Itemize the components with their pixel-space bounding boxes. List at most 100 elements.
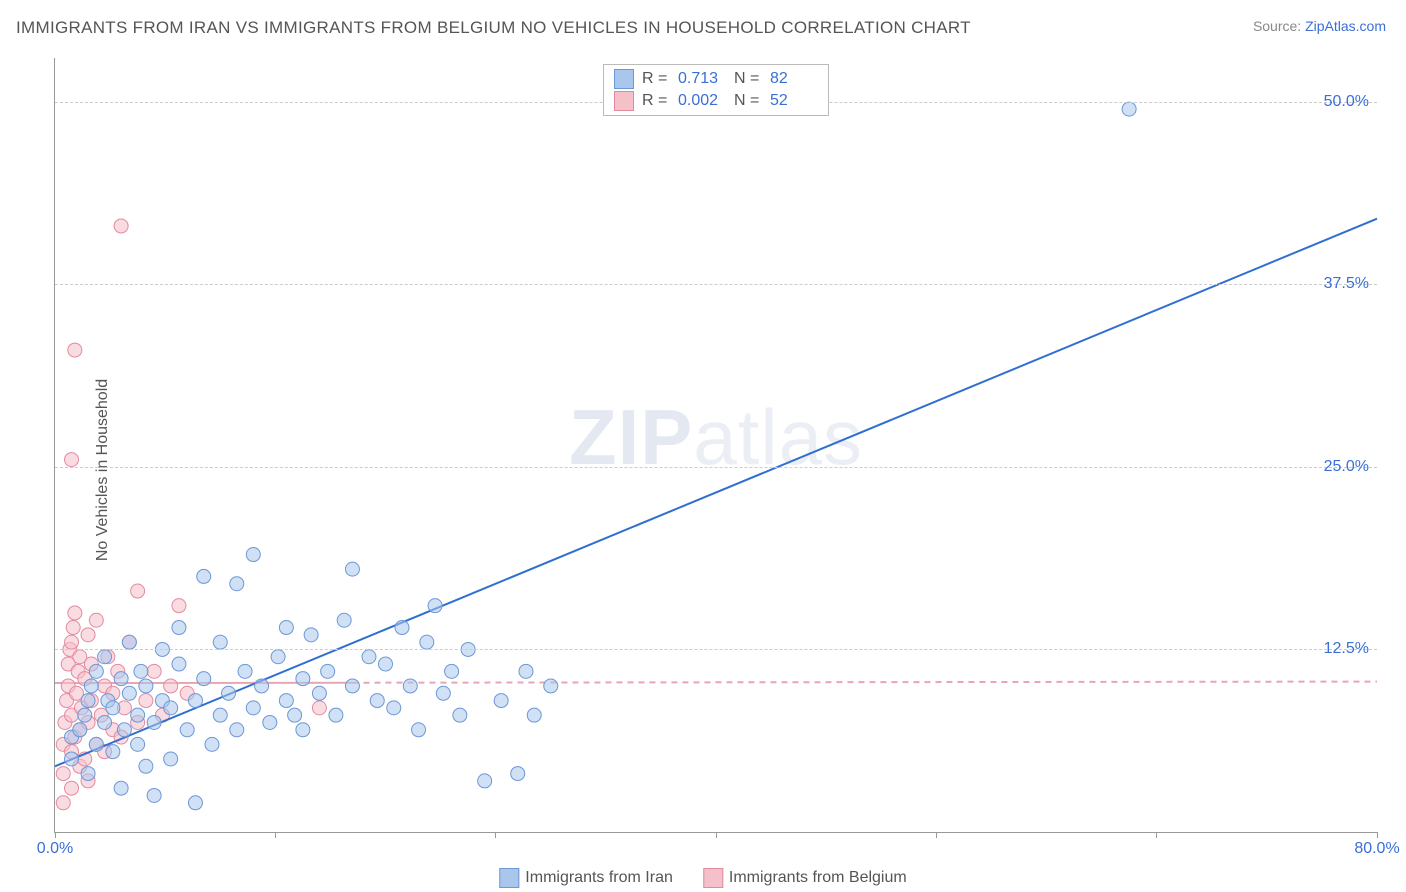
data-point xyxy=(122,686,136,700)
r-label: R = xyxy=(642,70,670,88)
data-point xyxy=(81,767,95,781)
n-label: N = xyxy=(734,92,762,110)
data-point xyxy=(1122,102,1136,116)
data-point xyxy=(147,664,161,678)
data-point xyxy=(329,708,343,722)
data-point xyxy=(122,635,136,649)
data-point xyxy=(68,343,82,357)
data-point xyxy=(395,621,409,635)
r-label: R = xyxy=(642,92,670,110)
legend-correlation: R = 0.713 N = 82 R = 0.002 N = 52 xyxy=(603,64,829,116)
data-point xyxy=(312,701,326,715)
data-point xyxy=(213,708,227,722)
data-point xyxy=(89,737,103,751)
data-point xyxy=(197,672,211,686)
n-label: N = xyxy=(734,70,762,88)
plot-svg xyxy=(55,58,1377,832)
data-point xyxy=(65,752,79,766)
data-point xyxy=(139,694,153,708)
x-tick xyxy=(495,832,496,838)
x-tick xyxy=(1377,832,1378,838)
data-point xyxy=(68,606,82,620)
data-point xyxy=(131,708,145,722)
y-tick-label: 25.0% xyxy=(1324,458,1369,476)
data-point xyxy=(81,694,95,708)
swatch-belgium xyxy=(614,91,634,111)
data-point xyxy=(453,708,467,722)
data-point xyxy=(230,577,244,591)
data-point xyxy=(238,664,252,678)
data-point xyxy=(321,664,335,678)
data-point xyxy=(271,650,285,664)
data-point xyxy=(197,569,211,583)
legend-item-iran: Immigrants from Iran xyxy=(499,868,673,888)
data-point xyxy=(172,621,186,635)
data-point xyxy=(478,774,492,788)
legend-label-iran: Immigrants from Iran xyxy=(525,869,673,887)
plot-area: ZIPatlas R = 0.713 N = 82 R = 0.002 N = … xyxy=(54,58,1377,833)
data-point xyxy=(89,664,103,678)
legend-row-iran: R = 0.713 N = 82 xyxy=(614,69,818,89)
gridline xyxy=(55,284,1377,285)
data-point xyxy=(304,628,318,642)
data-point xyxy=(544,679,558,693)
legend-row-belgium: R = 0.002 N = 52 xyxy=(614,91,818,111)
data-point xyxy=(78,708,92,722)
data-point xyxy=(205,737,219,751)
chart-title: IMMIGRANTS FROM IRAN VS IMMIGRANTS FROM … xyxy=(16,18,971,38)
data-point xyxy=(180,723,194,737)
data-point xyxy=(279,694,293,708)
gridline xyxy=(55,649,1377,650)
data-point xyxy=(89,613,103,627)
r-value-iran: 0.713 xyxy=(678,70,726,88)
data-point xyxy=(147,788,161,802)
data-point xyxy=(379,657,393,671)
x-tick-label-start: 0.0% xyxy=(37,840,73,858)
data-point xyxy=(84,679,98,693)
data-point xyxy=(436,686,450,700)
data-point xyxy=(81,628,95,642)
data-point xyxy=(255,679,269,693)
data-point xyxy=(164,752,178,766)
data-point xyxy=(370,694,384,708)
data-point xyxy=(213,635,227,649)
data-point xyxy=(337,613,351,627)
data-point xyxy=(56,796,70,810)
data-point xyxy=(222,686,236,700)
x-tick xyxy=(275,832,276,838)
data-point xyxy=(288,708,302,722)
legend-label-belgium: Immigrants from Belgium xyxy=(729,869,907,887)
x-tick xyxy=(55,832,56,838)
trend-line-dashed xyxy=(352,682,1377,683)
swatch-iran xyxy=(499,868,519,888)
legend-item-belgium: Immigrants from Belgium xyxy=(703,868,907,888)
data-point xyxy=(296,723,310,737)
data-point xyxy=(114,219,128,233)
r-value-belgium: 0.002 xyxy=(678,92,726,110)
data-point xyxy=(139,759,153,773)
data-point xyxy=(263,715,277,729)
x-tick xyxy=(1156,832,1157,838)
source-prefix: Source: xyxy=(1253,18,1305,34)
y-tick-label: 12.5% xyxy=(1324,640,1369,658)
data-point xyxy=(65,453,79,467)
data-point xyxy=(312,686,326,700)
y-tick-label: 37.5% xyxy=(1324,275,1369,293)
data-point xyxy=(345,679,359,693)
data-point xyxy=(164,701,178,715)
data-point xyxy=(66,621,80,635)
legend-series: Immigrants from Iran Immigrants from Bel… xyxy=(499,868,906,888)
data-point xyxy=(188,796,202,810)
gridline xyxy=(55,467,1377,468)
swatch-belgium xyxy=(703,868,723,888)
data-point xyxy=(445,664,459,678)
data-point xyxy=(172,657,186,671)
data-point xyxy=(412,723,426,737)
data-point xyxy=(73,723,87,737)
data-point xyxy=(420,635,434,649)
n-value-iran: 82 xyxy=(770,70,818,88)
source-link[interactable]: ZipAtlas.com xyxy=(1305,18,1386,34)
data-point xyxy=(188,694,202,708)
data-point xyxy=(279,621,293,635)
data-point xyxy=(511,767,525,781)
